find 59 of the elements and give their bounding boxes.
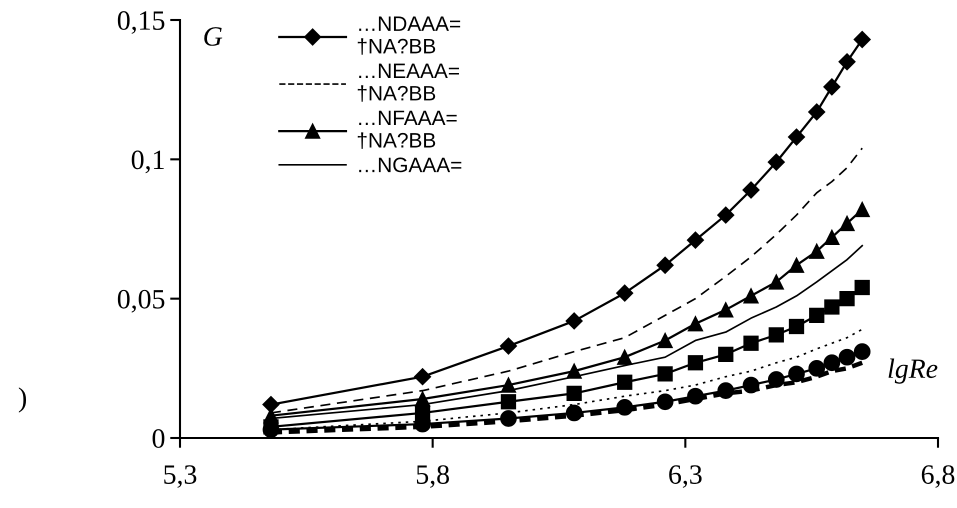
point (788, 258, 804, 273)
point (808, 360, 826, 377)
point (824, 354, 840, 372)
x-tick-label: 6,8 (922, 465, 954, 488)
point (743, 288, 759, 304)
point (838, 53, 856, 70)
point (839, 216, 855, 232)
point (788, 128, 806, 146)
text: ) (18, 387, 26, 413)
point (808, 103, 826, 121)
y-tick-label: 0,05 (118, 290, 164, 313)
point (823, 78, 840, 96)
legend-label: …NGAAA= (359, 158, 462, 172)
point (616, 284, 634, 302)
legend-label: …NEAAA= †NA?BB (358, 64, 459, 102)
point (617, 350, 632, 365)
point (566, 312, 583, 330)
point (566, 386, 582, 402)
legend-label: …NFAAA= †NA?BB (358, 110, 457, 149)
point (688, 355, 704, 370)
y-tick-label: 0 (152, 429, 164, 448)
point (718, 302, 734, 318)
point (686, 232, 704, 249)
point (854, 280, 870, 296)
point (743, 336, 759, 351)
point (854, 343, 871, 360)
point (768, 154, 785, 171)
point (657, 366, 673, 382)
point (742, 181, 760, 199)
point (617, 374, 632, 390)
point (414, 368, 432, 386)
x-tick-label: 6,3 (669, 465, 702, 488)
point (688, 316, 704, 332)
point (657, 332, 673, 348)
point (809, 308, 824, 324)
point (262, 396, 280, 414)
y-tick-label: 0,15 (118, 11, 164, 34)
point (500, 337, 518, 355)
point (718, 346, 734, 362)
point (824, 299, 840, 315)
x-tick-label: 5,8 (416, 465, 449, 488)
x-tick-label: 5,3 (164, 465, 196, 488)
legend-label: …NDAAA= †NA?BB (358, 16, 460, 55)
point (717, 206, 734, 224)
point (768, 327, 784, 343)
point (854, 30, 871, 48)
y-tick-label: 0,1 (132, 150, 164, 174)
point (854, 202, 870, 218)
point (768, 274, 784, 290)
point (656, 256, 674, 274)
point (838, 348, 856, 366)
point (788, 366, 805, 382)
point (824, 230, 840, 245)
y-axis-title: G (204, 27, 222, 46)
point (839, 291, 855, 306)
x-axis-title: lgRe (888, 358, 938, 384)
point (809, 244, 824, 259)
point (500, 394, 516, 410)
point (788, 318, 804, 334)
